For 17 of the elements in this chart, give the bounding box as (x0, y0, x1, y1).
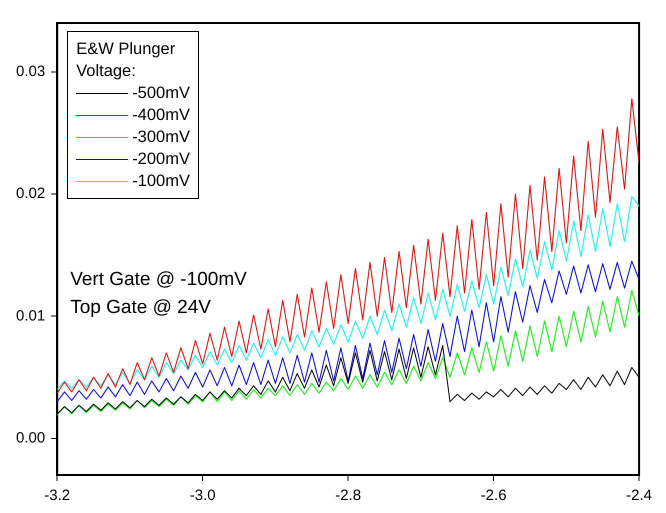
legend-label: -100mV (132, 171, 190, 192)
legend-title: E&W Plunger Voltage: (76, 39, 176, 82)
x-tick-label: -3.0 (190, 487, 216, 504)
y-tick-label: 0.02 (16, 185, 46, 202)
x-tick-label: -2.4 (626, 487, 652, 504)
y-tick-label: 0.00 (16, 429, 46, 446)
legend-label: -200mV (132, 149, 190, 170)
x-tick-label: -2.6 (480, 487, 507, 504)
legend-label: -400mV (132, 105, 190, 126)
x-tick-label: -3.2 (44, 487, 70, 504)
y-tick-label: 0.01 (16, 307, 46, 324)
legend-label: -300mV (132, 127, 190, 148)
annotation: Top Gate @ 24V (70, 296, 212, 320)
x-tick-label: -2.8 (335, 487, 362, 504)
y-tick-label: 0.03 (16, 63, 46, 80)
annotation: Vert Gate @ -100mV (70, 268, 247, 292)
legend-label: -500mV (132, 83, 190, 104)
